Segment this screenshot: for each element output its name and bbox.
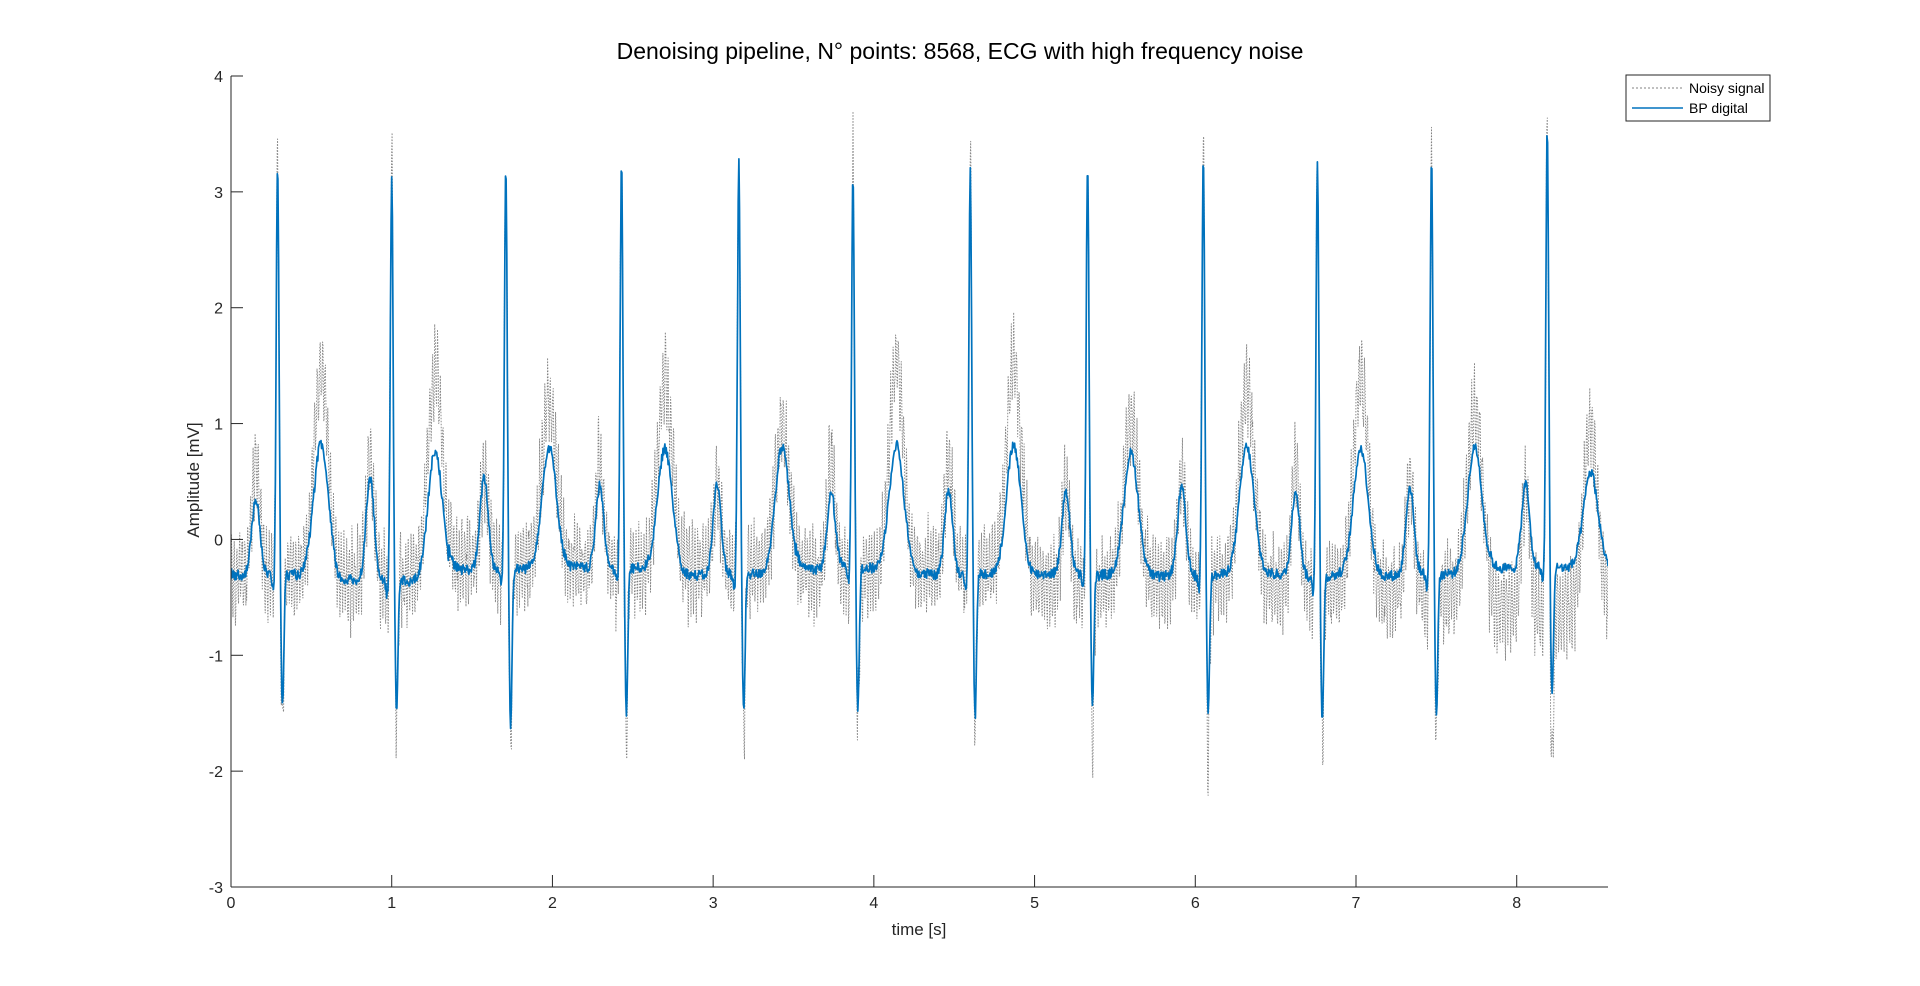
series-line-noisy-signal	[231, 110, 1608, 796]
x-tick-label: 6	[1191, 895, 1200, 912]
x-tick-label: 3	[709, 895, 718, 912]
y-tick-label: 1	[214, 417, 223, 434]
y-tick-label: -1	[209, 648, 223, 665]
legend-label-noisy-signal: Noisy signal	[1689, 80, 1764, 96]
legend: Noisy signal BP digital	[1625, 74, 1771, 122]
series-layer	[231, 110, 1608, 796]
y-tick-label: -2	[209, 764, 223, 781]
y-tick-label: 2	[214, 301, 223, 318]
axes: 0 1 2 3 4 5 6 7 8 -3 -2 -1 0 1 2 3 4	[209, 69, 1608, 912]
x-tick-label: 2	[548, 895, 557, 912]
x-tick-label: 4	[869, 895, 878, 912]
x-tick-label: 5	[1030, 895, 1039, 912]
legend-box	[1625, 74, 1771, 122]
y-tick-label: 3	[214, 185, 223, 202]
x-tick-label: 1	[387, 895, 396, 912]
y-tick-label: 4	[214, 69, 223, 86]
y-axis-label: Amplitude [mV]	[184, 422, 203, 537]
x-tick-label: 8	[1512, 895, 1521, 912]
x-axis-label: time [s]	[892, 920, 947, 939]
chart-title: Denoising pipeline, N° points: 8568, ECG…	[617, 38, 1304, 64]
x-tick-label: 7	[1352, 895, 1361, 912]
legend-label-bp-digital: BP digital	[1689, 100, 1748, 116]
y-tick-label: -3	[209, 880, 223, 897]
y-tick-label: 0	[214, 532, 223, 549]
series-line-bp-digital	[231, 134, 1608, 730]
x-tick-label: 0	[227, 895, 236, 912]
